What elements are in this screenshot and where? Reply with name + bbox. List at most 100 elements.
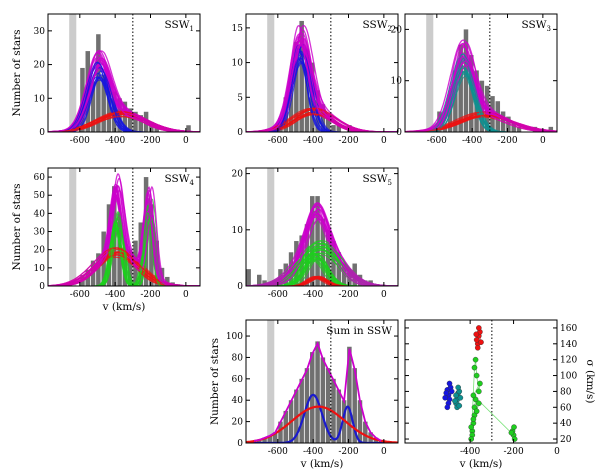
panel-ssw5: -600 -400 -200 0 0 10 20 SSW5: [232, 167, 399, 300]
component-fit-green: [48, 223, 200, 286]
x-tick-label: -200: [503, 447, 523, 457]
sigma-point-green: [473, 408, 480, 415]
histogram-bar: [138, 115, 144, 132]
component-fit-green: [246, 254, 398, 286]
y-tick-label: 40: [232, 396, 244, 406]
plot-area: [246, 168, 398, 286]
sigma-point-red: [476, 325, 482, 331]
histogram-bar: [262, 437, 267, 443]
x-axis-label: v (km/s): [102, 301, 146, 313]
component-fit-red: [246, 278, 398, 286]
sum-curve-sum_blue: [246, 393, 398, 443]
histogram-bar: [516, 126, 522, 132]
x-tick-label: -600: [268, 447, 288, 457]
histogram-bar: [133, 111, 138, 132]
x-tick-label: 0: [183, 290, 189, 300]
y-tick-label: 30: [34, 228, 46, 238]
sigma-point-green: [470, 392, 477, 399]
panel-title: SSW3: [522, 19, 551, 33]
panel-sum-in-ssw: -600 -400 -200 0 0 20 40 60 80 100 Sum in SSW Numbe…: [209, 319, 399, 470]
x-tick-label: 0: [554, 447, 560, 457]
histogram-bar: [347, 346, 352, 443]
histogram-bar: [106, 81, 112, 132]
component-fit-green: [246, 252, 398, 286]
histogram-bar: [96, 34, 101, 132]
y-tick-label: 0: [396, 128, 402, 138]
x-tick-label: -200: [140, 290, 160, 300]
sigma-point-red: [473, 337, 480, 343]
axes-frame: [47, 167, 201, 287]
sigma-point-green: [511, 436, 518, 442]
x-tick-label: -200: [140, 136, 160, 146]
histogram-bar: [479, 80, 485, 132]
panel-title-subscript: 3: [547, 25, 551, 33]
plot-area: [405, 14, 557, 132]
histogram-bar: [447, 101, 453, 132]
sigma-point-red: [478, 339, 484, 346]
panel-title-subscript: 2: [388, 25, 392, 33]
histogram-bar: [325, 229, 331, 286]
sigma-point-red: [474, 344, 481, 351]
excluded-velocity-band: [267, 168, 275, 286]
histogram-bar: [101, 74, 106, 132]
x-tick-label: -400: [303, 136, 323, 146]
component-fit-red: [246, 276, 398, 286]
panel-title-subscript: 1: [190, 25, 194, 33]
y-tick-label: 100: [560, 372, 577, 382]
sigma-point-blue: [442, 394, 448, 401]
y-tick-label: 20: [34, 246, 46, 256]
histogram-bar: [272, 432, 278, 443]
histogram-bar: [325, 368, 331, 443]
panel-ssw1: -600 -400 -200 0 0 10 20 30 SSW1 Number of stars: [11, 13, 201, 146]
histogram-bar: [294, 41, 299, 132]
sigma-point-green: [476, 388, 482, 395]
sum-total-envelope: [253, 341, 382, 442]
sigma-point-teal: [456, 402, 463, 409]
histogram-bar: [257, 274, 262, 286]
y-tick-label: 15: [232, 24, 244, 34]
component-fit-green: [246, 258, 398, 286]
y-axis-label: Number of stars: [11, 183, 23, 270]
sigma-point-green: [473, 372, 480, 379]
plot-area: [246, 320, 398, 443]
component-fit-red: [246, 277, 398, 286]
y-tick-label: 10: [34, 264, 46, 274]
x-tick-label: -600: [427, 136, 447, 146]
axes-frame: [245, 167, 399, 287]
histogram-bar: [127, 108, 133, 132]
y-axis-label: Number of stars: [11, 29, 23, 116]
x-tick-label: -400: [462, 136, 482, 146]
histogram-bar: [149, 204, 154, 286]
sigma-point-blue: [443, 390, 450, 396]
x-tick-label: -400: [105, 290, 125, 300]
y-tick-label: 60: [232, 375, 244, 385]
y-tick-label: 20: [232, 418, 244, 428]
y-tick-label: 160: [560, 324, 577, 334]
axes-frame: [47, 13, 201, 133]
plot-area: [48, 14, 200, 132]
y-tick-label: 0: [237, 128, 243, 138]
sigma-point-green: [471, 364, 478, 371]
component-fit-red: [246, 276, 398, 286]
histogram-bar: [336, 125, 342, 132]
component-fit-green: [246, 258, 398, 286]
sigma-point-blue: [444, 404, 451, 411]
histogram-bar: [186, 125, 191, 132]
histogram-bar: [310, 352, 315, 443]
histogram-bar: [548, 126, 554, 132]
component-fit-green: [48, 211, 200, 286]
y-tick-label: 50: [34, 191, 46, 201]
y-tick-label: 0: [237, 282, 243, 292]
total-fit: [48, 173, 200, 286]
x-axis-label: v (km/s): [300, 458, 344, 470]
total-fit: [48, 51, 200, 132]
histogram-bar: [320, 104, 326, 132]
sigma-point-teal: [452, 398, 458, 404]
histogram-bar: [320, 357, 326, 443]
total-fit: [405, 56, 557, 132]
x-tick-label: -200: [497, 136, 517, 146]
y-tick-label: 0: [237, 439, 243, 449]
histogram-bar: [299, 20, 304, 132]
histogram-bar: [331, 125, 336, 132]
